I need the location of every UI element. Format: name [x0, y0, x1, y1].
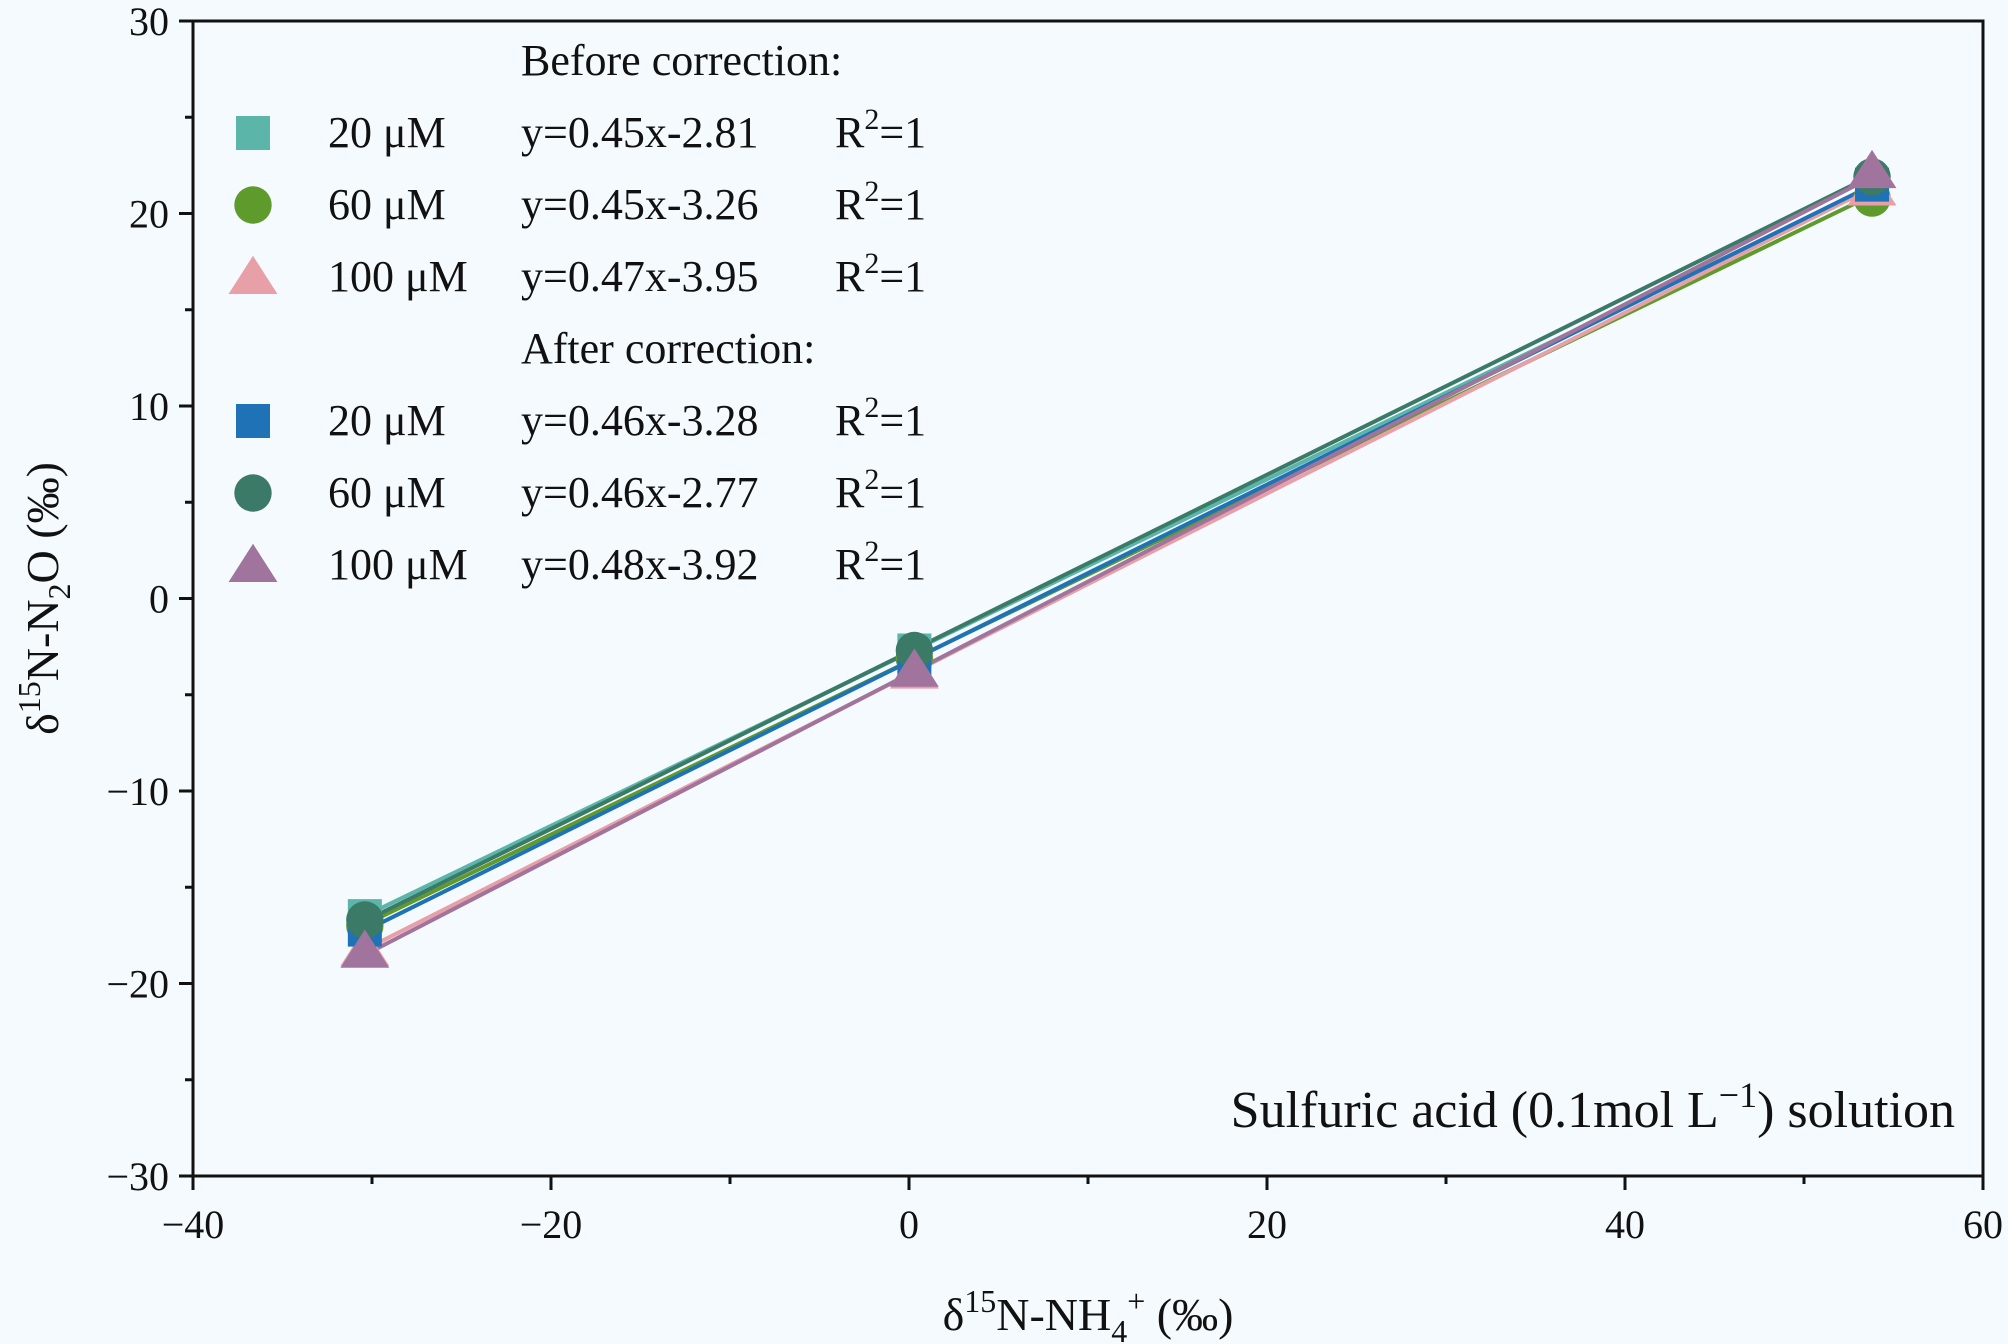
legend-r-squared: R2=1 [835, 463, 926, 517]
data-point-s5-2 [1847, 149, 1897, 189]
y-tick-label: 0 [149, 577, 169, 622]
legend-equation: y=0.46x-2.77 [521, 468, 758, 517]
legend-equation: y=0.45x-3.26 [521, 180, 758, 229]
chart-annotation: Sulfuric acid (0.1mol L−1) solution [1231, 1075, 1955, 1139]
legend-series-name: 100 μM [328, 252, 468, 301]
legend-r-squared: R2=1 [835, 247, 926, 301]
y-tick-label: 10 [129, 384, 169, 429]
legend-equation: y=0.47x-3.95 [521, 252, 758, 301]
legend-equation: y=0.46x-3.28 [521, 396, 758, 445]
y-tick-label: −30 [106, 1154, 169, 1199]
legend-series-name: 60 μM [328, 468, 446, 517]
legend-marker [228, 543, 278, 582]
x-tick-label: 0 [899, 1202, 919, 1247]
legend-marker [234, 186, 272, 224]
y-tick-label: 30 [129, 0, 169, 44]
fit-line-3 [363, 183, 1873, 933]
axis-ticks [179, 19, 1985, 1190]
legend-r-squared: R2=1 [835, 535, 926, 589]
legend-series-name: 100 μM [328, 540, 468, 589]
fit-line-4 [363, 173, 1873, 923]
legend-r-squared: R2=1 [835, 175, 926, 229]
legend: Before correction: 20 μM y=0.45x-2.81 R2=1 6… [228, 36, 926, 589]
y-axis-label: δ15N-N2O (‰) [11, 462, 77, 735]
legend-r-squared: R2=1 [835, 103, 926, 157]
y-tick-label: −10 [106, 769, 169, 814]
x-tick-label: 60 [1963, 1202, 2003, 1247]
legend-series-name: 20 μM [328, 396, 446, 445]
fit-line-2 [363, 185, 1873, 952]
y-tick-label: 20 [129, 192, 169, 237]
x-tick-label: −20 [520, 1202, 583, 1247]
legend-group-title: After correction: [521, 324, 815, 373]
legend-equation: y=0.45x-2.81 [521, 108, 758, 157]
x-tick-label: −40 [162, 1202, 225, 1247]
x-tick-label: 40 [1605, 1202, 1645, 1247]
data-point-s5-0 [340, 929, 390, 968]
data-point-s4-0 [346, 901, 384, 939]
fit-line-5 [363, 175, 1873, 957]
fit-lines [363, 173, 1873, 957]
legend-marker [228, 255, 278, 294]
x-axis-label: δ15N-NH4+ (‰) [943, 1283, 1234, 1344]
legend-marker [234, 474, 272, 512]
legend-marker [236, 116, 270, 150]
legend-series-name: 20 μM [328, 108, 446, 157]
legend-group-title: Before correction: [521, 36, 842, 85]
legend-r-squared: R2=1 [835, 391, 926, 445]
legend-marker [236, 404, 270, 438]
data-point-s5-1 [889, 648, 939, 687]
data-markers [340, 149, 1897, 968]
y-tick-label: −20 [106, 962, 169, 1007]
legend-equation: y=0.48x-3.92 [521, 540, 758, 589]
x-tick-label: 20 [1247, 1202, 1287, 1247]
tick-labels: −40 −20 0 20 40 60 −30 −20 −10 0 10 20 30 [106, 0, 2003, 1247]
legend-series-name: 60 μM [328, 180, 446, 229]
